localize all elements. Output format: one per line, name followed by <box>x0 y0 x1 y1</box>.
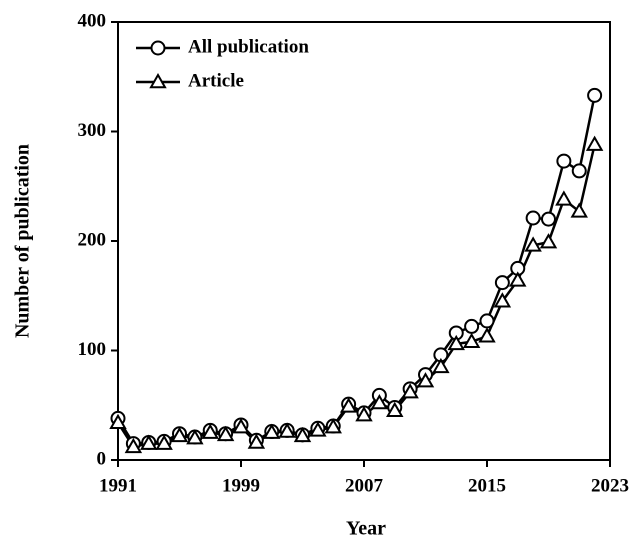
data-point <box>462 332 481 348</box>
series-line <box>116 144 596 449</box>
data-point <box>155 434 173 450</box>
data-point <box>386 401 404 417</box>
y-tick-label: 0 <box>97 448 107 469</box>
data-point <box>216 425 235 442</box>
y-axis-label: Number of publication <box>12 144 34 338</box>
data-point <box>541 211 556 227</box>
data-point <box>355 406 373 422</box>
y-tick-label: 200 <box>78 229 107 250</box>
x-tick-label: 1999 <box>222 475 260 496</box>
data-point <box>494 275 510 291</box>
x-tick-label: 2007 <box>345 475 384 496</box>
data-point <box>309 421 327 437</box>
data-point <box>247 433 266 449</box>
data-point <box>401 383 419 399</box>
data-point <box>571 163 587 179</box>
y-tick-label: 400 <box>78 10 107 31</box>
data-point <box>140 434 158 450</box>
data-point <box>293 426 312 443</box>
data-point <box>278 422 296 438</box>
data-point <box>109 413 127 430</box>
data-point <box>416 372 435 388</box>
data-point <box>124 437 143 454</box>
data-point <box>478 327 496 343</box>
y-tick-label: 100 <box>78 339 107 360</box>
data-point <box>524 236 542 252</box>
data-point <box>339 397 358 413</box>
data-point <box>447 334 465 351</box>
data-point <box>479 313 495 329</box>
legend-label: All publication <box>188 36 309 57</box>
data-point <box>324 418 342 434</box>
data-point <box>570 202 588 218</box>
x-tick-label: 2023 <box>591 475 629 496</box>
data-point <box>201 423 219 439</box>
data-point <box>432 357 450 374</box>
data-point <box>525 210 541 226</box>
x-axis-label: Year <box>346 518 386 540</box>
data-point <box>585 135 604 151</box>
data-point <box>464 318 480 334</box>
data-point <box>509 271 527 287</box>
y-tick-label: 300 <box>78 120 107 141</box>
legend-marker <box>150 40 166 56</box>
data-point <box>556 153 572 169</box>
data-point <box>370 394 389 410</box>
data-point <box>170 426 189 443</box>
legend-label: Article <box>188 70 244 91</box>
data-point <box>493 292 512 308</box>
data-point <box>232 418 250 434</box>
x-tick-label: 1991 <box>99 475 137 496</box>
data-point <box>539 233 558 249</box>
data-point <box>587 87 603 103</box>
x-tick-label: 2015 <box>468 475 506 496</box>
data-point <box>186 429 204 445</box>
legend-marker <box>149 72 167 89</box>
data-point <box>263 423 281 439</box>
data-point <box>555 190 573 206</box>
